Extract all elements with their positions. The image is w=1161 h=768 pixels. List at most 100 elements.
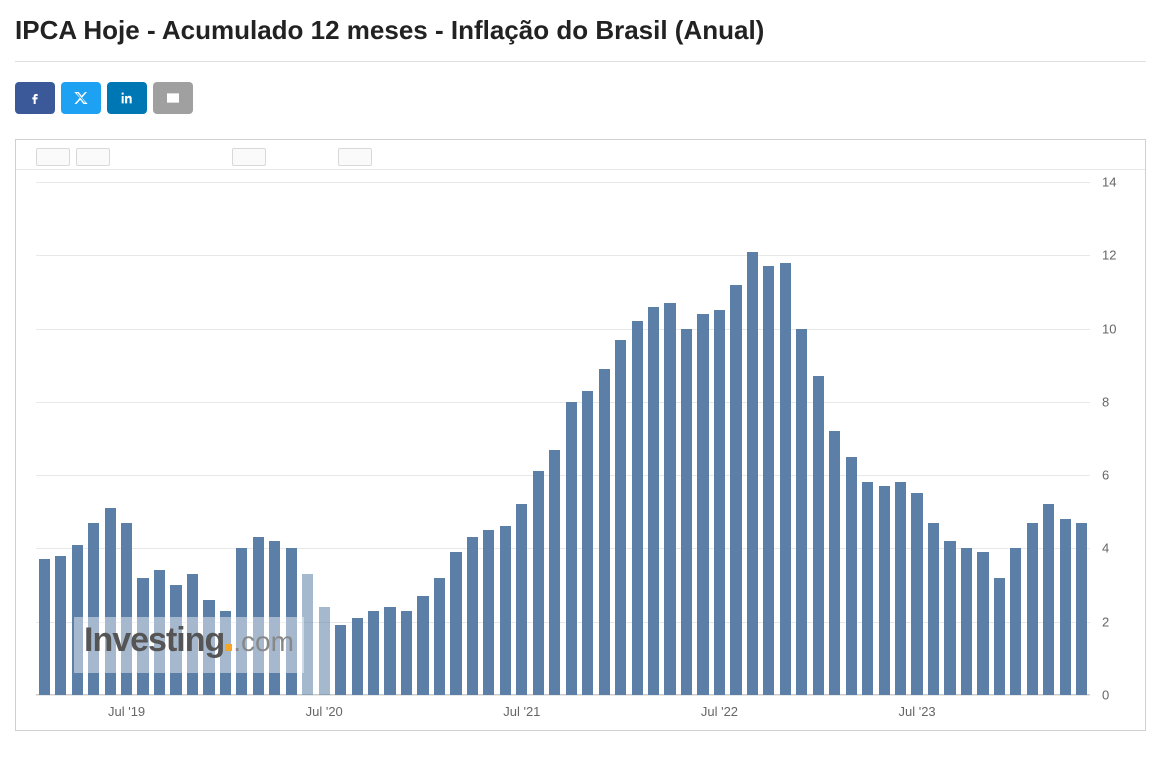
- bar-slot: [1057, 182, 1073, 695]
- chart-bar[interactable]: [928, 523, 939, 695]
- x-axis-label: Jul '21: [503, 704, 540, 719]
- chart-bar[interactable]: [384, 607, 395, 695]
- toolbar-button[interactable]: [36, 148, 70, 166]
- toolbar-button[interactable]: [76, 148, 110, 166]
- chart-bar[interactable]: [467, 537, 478, 695]
- chart-bar[interactable]: [1076, 523, 1087, 695]
- chart-bar[interactable]: [500, 526, 511, 695]
- bar-slot: [332, 182, 348, 695]
- chart-bar[interactable]: [796, 329, 807, 695]
- chart-bar[interactable]: [648, 307, 659, 695]
- bar-slot: [777, 182, 793, 695]
- bar-slot: [843, 182, 859, 695]
- bar-slot: [925, 182, 941, 695]
- y-axis-label: 8: [1102, 394, 1132, 409]
- y-axis-label: 10: [1102, 321, 1132, 336]
- bar-slot: [398, 182, 414, 695]
- bar-slot: [431, 182, 447, 695]
- chart-container: Investing.com 02468101214Jul '19Jul '20J…: [15, 139, 1146, 731]
- toolbar-button[interactable]: [338, 148, 372, 166]
- chart-bar[interactable]: [763, 266, 774, 695]
- chart-bar[interactable]: [714, 310, 725, 695]
- bar-slot: [448, 182, 464, 695]
- bar-slot: [827, 182, 843, 695]
- chart-bar[interactable]: [55, 556, 66, 695]
- y-axis-label: 4: [1102, 541, 1132, 556]
- chart-bar[interactable]: [1060, 519, 1071, 695]
- bar-slot: [530, 182, 546, 695]
- bar-slot: [514, 182, 530, 695]
- bar-slot: [711, 182, 727, 695]
- chart-bar[interactable]: [1027, 523, 1038, 695]
- chart-bar[interactable]: [813, 376, 824, 695]
- chart-bar[interactable]: [368, 611, 379, 695]
- bar-slot: [695, 182, 711, 695]
- chart-bar[interactable]: [730, 285, 741, 695]
- chart-bar[interactable]: [911, 493, 922, 695]
- chart-bar[interactable]: [516, 504, 527, 695]
- page-title: IPCA Hoje - Acumulado 12 meses - Inflaçã…: [15, 15, 1146, 62]
- chart-bar[interactable]: [434, 578, 445, 695]
- chart-bar[interactable]: [879, 486, 890, 695]
- chart-bar[interactable]: [549, 450, 560, 696]
- chart-bar[interactable]: [846, 457, 857, 695]
- share-facebook-button[interactable]: [15, 82, 55, 114]
- bar-slot: [547, 182, 563, 695]
- share-twitter-button[interactable]: [61, 82, 101, 114]
- chart-bar[interactable]: [319, 607, 330, 695]
- chart-bar[interactable]: [39, 559, 50, 695]
- chart-bar[interactable]: [533, 471, 544, 695]
- share-email-button[interactable]: [153, 82, 193, 114]
- chart-bar[interactable]: [450, 552, 461, 695]
- chart-bar[interactable]: [697, 314, 708, 695]
- share-linkedin-button[interactable]: [107, 82, 147, 114]
- chart-bar[interactable]: [566, 402, 577, 695]
- chart-bar[interactable]: [417, 596, 428, 695]
- chart-bar[interactable]: [615, 340, 626, 695]
- chart-bar[interactable]: [944, 541, 955, 695]
- chart-bar[interactable]: [1043, 504, 1054, 695]
- chart-bar[interactable]: [1010, 548, 1021, 695]
- chart-bar[interactable]: [664, 303, 675, 695]
- chart-bar[interactable]: [961, 548, 972, 695]
- chart-bar[interactable]: [582, 391, 593, 695]
- chart-bar[interactable]: [829, 431, 840, 695]
- chart-bar[interactable]: [862, 482, 873, 695]
- chart-bar[interactable]: [977, 552, 988, 695]
- y-axis-label: 2: [1102, 614, 1132, 629]
- watermark-suffix: .com: [233, 626, 294, 658]
- share-buttons: [15, 82, 1146, 114]
- gridline: [36, 695, 1090, 696]
- bar-slot: [859, 182, 875, 695]
- chart-bar[interactable]: [599, 369, 610, 695]
- bar-slot: [382, 182, 398, 695]
- chart-bar[interactable]: [483, 530, 494, 695]
- bar-slot: [761, 182, 777, 695]
- bar-slot: [876, 182, 892, 695]
- chart-bar[interactable]: [747, 252, 758, 695]
- bar-slot: [497, 182, 513, 695]
- bar-slot: [958, 182, 974, 695]
- bar-slot: [794, 182, 810, 695]
- bar-slot: [365, 182, 381, 695]
- chart-bar[interactable]: [780, 263, 791, 695]
- y-axis-label: 12: [1102, 248, 1132, 263]
- chart-bar[interactable]: [632, 321, 643, 695]
- chart-bar[interactable]: [335, 625, 346, 695]
- toolbar-button[interactable]: [232, 148, 266, 166]
- bar-slot: [316, 182, 332, 695]
- bar-slot: [629, 182, 645, 695]
- bar-slot: [579, 182, 595, 695]
- y-axis-label: 14: [1102, 175, 1132, 190]
- bar-slot: [612, 182, 628, 695]
- watermark-dot-icon: [225, 644, 232, 651]
- chart-bar[interactable]: [895, 482, 906, 695]
- chart-bar[interactable]: [401, 611, 412, 695]
- chart-bar[interactable]: [994, 578, 1005, 695]
- chart-bar[interactable]: [681, 329, 692, 695]
- chart-area: Investing.com 02468101214Jul '19Jul '20J…: [16, 170, 1145, 730]
- bar-slot: [662, 182, 678, 695]
- bar-slot: [52, 182, 68, 695]
- chart-toolbar: [16, 144, 1145, 170]
- chart-bar[interactable]: [352, 618, 363, 695]
